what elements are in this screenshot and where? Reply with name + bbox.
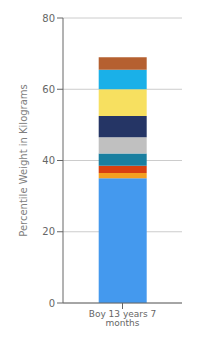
svg-text:0: 0 xyxy=(49,298,55,309)
svg-text:Percentile Weight in Kilograms: Percentile Weight in Kilograms xyxy=(18,84,29,237)
svg-text:80: 80 xyxy=(42,13,55,24)
svg-text:60: 60 xyxy=(42,84,55,95)
svg-text:Boy 13 years 7months: Boy 13 years 7months xyxy=(89,309,157,328)
svg-text:40: 40 xyxy=(42,155,55,166)
svg-text:20: 20 xyxy=(42,226,55,237)
